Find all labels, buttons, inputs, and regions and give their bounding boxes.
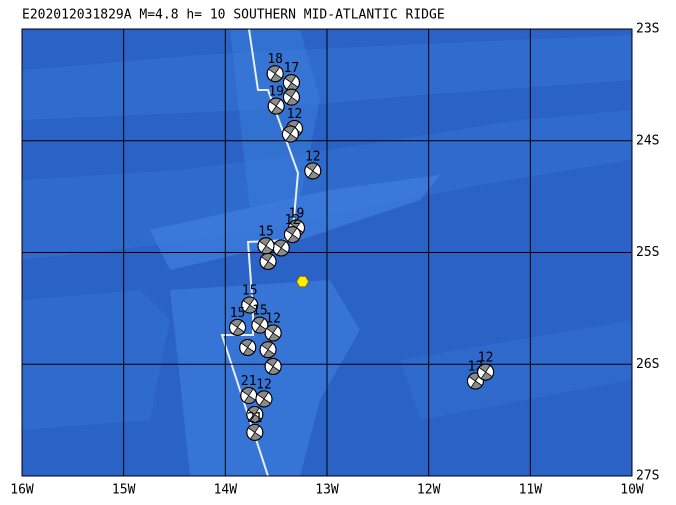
beachball-outline (466, 372, 484, 390)
depth-label: 12 (287, 107, 303, 122)
beachball-outline (264, 357, 282, 375)
depth-label: 15 (252, 304, 268, 319)
focal-mechanism (259, 252, 277, 270)
depth-label: 21 (247, 411, 263, 426)
lon-tick-label: 12W (417, 483, 441, 498)
depth-label: 12 (478, 351, 494, 366)
map-title: E202012031829A M=4.8 h= 10 SOUTHERN MID-… (22, 8, 445, 23)
focal-mechanism (267, 97, 285, 115)
focal-mechanism (251, 316, 269, 334)
depth-label: 18 (267, 52, 283, 67)
focal-mechanism (264, 324, 282, 342)
lon-tick-label: 16W (10, 483, 34, 498)
beachball-outline (281, 125, 299, 143)
beachball-outline (264, 324, 282, 342)
depth-label: 12 (305, 149, 321, 164)
lon-tick-label: 14W (214, 483, 238, 498)
depth-label: 15 (242, 284, 258, 299)
lon-tick-label: 10W (620, 483, 644, 498)
focal-mechanism (282, 74, 300, 92)
lon-tick-label: 11W (519, 483, 543, 498)
epicenter (296, 275, 310, 288)
lat-tick-label: 26S (636, 357, 659, 372)
beachball-outline (246, 423, 264, 441)
lon-tick-label: 15W (112, 483, 136, 498)
depth-label: 12 (265, 311, 281, 326)
lat-tick-label: 24S (636, 133, 659, 148)
depth-label: 21 (241, 374, 257, 389)
lat-tick-label: 25S (636, 245, 659, 260)
focal-mechanism (283, 226, 301, 244)
beachball-outline (283, 226, 301, 244)
beachball-outline (255, 390, 273, 408)
beachball-outline (282, 88, 300, 106)
depth-label: 19 (268, 85, 284, 100)
focal-mechanism (264, 357, 282, 375)
focal-mechanism (266, 65, 284, 83)
beachball-outline (266, 65, 284, 83)
beachball-outline (239, 338, 257, 356)
focal-mechanism (241, 296, 259, 314)
beachball-outline (304, 162, 322, 180)
beachball-outline (241, 296, 259, 314)
beachball-outline (246, 406, 264, 424)
beachball-outline (477, 363, 495, 381)
lat-tick-label: 27S (636, 469, 659, 484)
beachball-outline (251, 316, 269, 334)
focal-mechanism (240, 387, 258, 405)
focal-mechanism (259, 341, 277, 359)
depth-label: 17 (284, 61, 300, 76)
focal-mechanism (246, 406, 264, 424)
focal-mechanism (477, 363, 495, 381)
focal-mechanism (272, 239, 290, 257)
focal-mechanism (281, 125, 299, 143)
depth-label: 12 (285, 213, 301, 228)
beachball-outline (259, 341, 277, 359)
beachball-outline (229, 318, 247, 336)
depth-label: 19 (289, 206, 305, 221)
focal-mechanism (255, 390, 273, 408)
beachball-outline (259, 252, 277, 270)
depth-label: 15 (258, 224, 274, 239)
lon-tick-label: 13W (315, 483, 339, 498)
focal-mechanism (246, 423, 264, 441)
focal-mechanism (229, 318, 247, 336)
focal-mechanism (304, 162, 322, 180)
lat-tick-label: 23S (636, 22, 659, 37)
beachball-outline (267, 97, 285, 115)
depth-label: 15 (230, 306, 246, 321)
focal-mechanism (257, 237, 275, 255)
focal-mechanism (239, 338, 257, 356)
focal-mechanism (282, 88, 300, 106)
depth-label: 12 (256, 377, 272, 392)
